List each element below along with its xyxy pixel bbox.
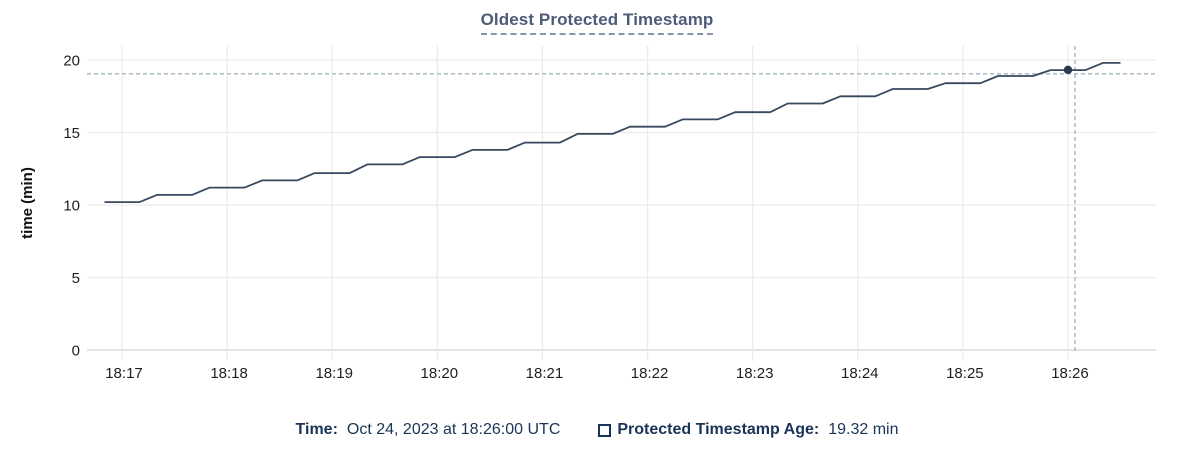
x-tick-label: 18:17 bbox=[105, 365, 143, 382]
x-tick-label: 18:25 bbox=[946, 365, 984, 382]
x-tick-label: 18:23 bbox=[736, 365, 774, 382]
legend-series-label: Protected Timestamp Age: bbox=[617, 421, 820, 438]
series-line bbox=[104, 62, 1121, 204]
x-tick-label: 18:18 bbox=[210, 365, 248, 382]
x-tick-label: 18:26 bbox=[1051, 365, 1089, 382]
legend-time-group: Time: Oct 24, 2023 at 18:26:00 UTC bbox=[296, 421, 561, 439]
legend-time-label: Time: bbox=[295, 421, 338, 438]
y-tick-label: 15 bbox=[63, 125, 80, 142]
y-tick-label: 20 bbox=[63, 53, 80, 70]
hover-point-dot[interactable] bbox=[1063, 65, 1073, 75]
x-tick-label: 18:24 bbox=[841, 365, 879, 382]
chart-plot-area[interactable]: 0 5 10 15 20 18:17 18:18 18:19 18:20 18:21 18:22 18… bbox=[0, 0, 1194, 412]
chart-title[interactable]: Oldest Protected Timestamp bbox=[480, 10, 714, 35]
x-tick-label: 18:19 bbox=[315, 365, 353, 382]
x-tick-label: 18:21 bbox=[526, 365, 564, 382]
hover-legend: Time: Oct 24, 2023 at 18:26:00 UTC Prote… bbox=[0, 421, 1194, 439]
chart-title-row: Oldest Protected Timestamp bbox=[0, 10, 1194, 35]
legend-time-value: Oct 24, 2023 at 18:26:00 UTC bbox=[346, 421, 561, 438]
series-checkbox-icon[interactable] bbox=[598, 423, 612, 437]
legend-series-group[interactable]: Protected Timestamp Age: 19.32 min bbox=[598, 421, 898, 439]
y-tick-label: 5 bbox=[72, 270, 80, 287]
x-tick-label: 18:22 bbox=[631, 365, 669, 382]
y-tick-label: 10 bbox=[63, 198, 80, 215]
x-tick-label: 18:20 bbox=[421, 365, 459, 382]
legend-series-value: 19.32 min bbox=[828, 421, 899, 438]
y-tick-label: 0 bbox=[72, 343, 80, 360]
y-axis-title: time (min) bbox=[19, 167, 36, 239]
